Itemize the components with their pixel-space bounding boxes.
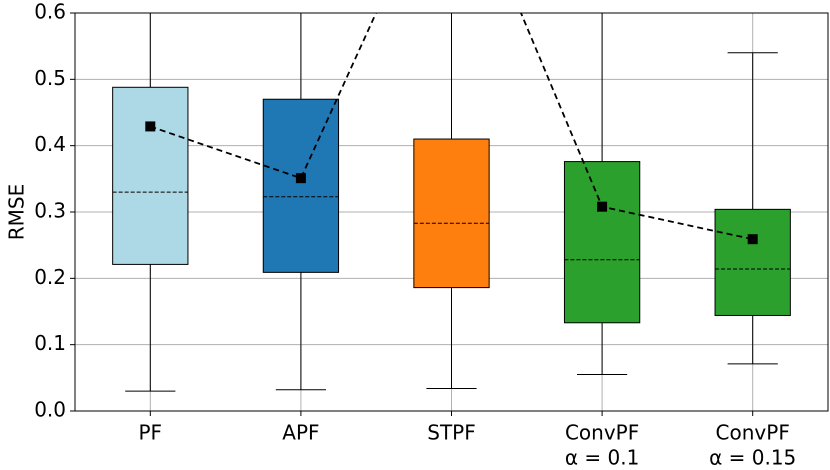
y-axis-label: RMSE — [5, 184, 29, 240]
y-tick-label: 0.0 — [34, 398, 66, 422]
x-tick-label: α = 0.15 — [709, 446, 796, 470]
x-tick-label: ConvPF — [565, 421, 639, 445]
y-tick-label: 0.2 — [34, 265, 66, 289]
plot-area — [112, 13, 791, 392]
x-tick-label: ConvPF — [716, 421, 790, 445]
box — [714, 208, 791, 316]
x-tick-label: PF — [139, 421, 163, 445]
x-tick-label: APF — [282, 421, 319, 445]
y-tick-label: 0.1 — [34, 331, 66, 355]
mean-marker — [145, 121, 156, 132]
x-tick-label: STPF — [427, 421, 475, 445]
mean-marker — [747, 234, 758, 245]
mean-line — [150, 13, 753, 241]
mean-marker — [597, 201, 608, 212]
y-tick-label: 0.5 — [34, 66, 66, 90]
box — [563, 161, 641, 324]
box — [112, 86, 189, 265]
x-tick-label: α = 0.1 — [565, 446, 639, 470]
y-tick-label: 0.4 — [34, 132, 66, 156]
box — [413, 138, 490, 289]
y-tick-label: 0.6 — [34, 0, 66, 24]
y-tick-label: 0.3 — [34, 199, 66, 223]
box — [262, 98, 340, 273]
mean-marker — [295, 173, 306, 184]
